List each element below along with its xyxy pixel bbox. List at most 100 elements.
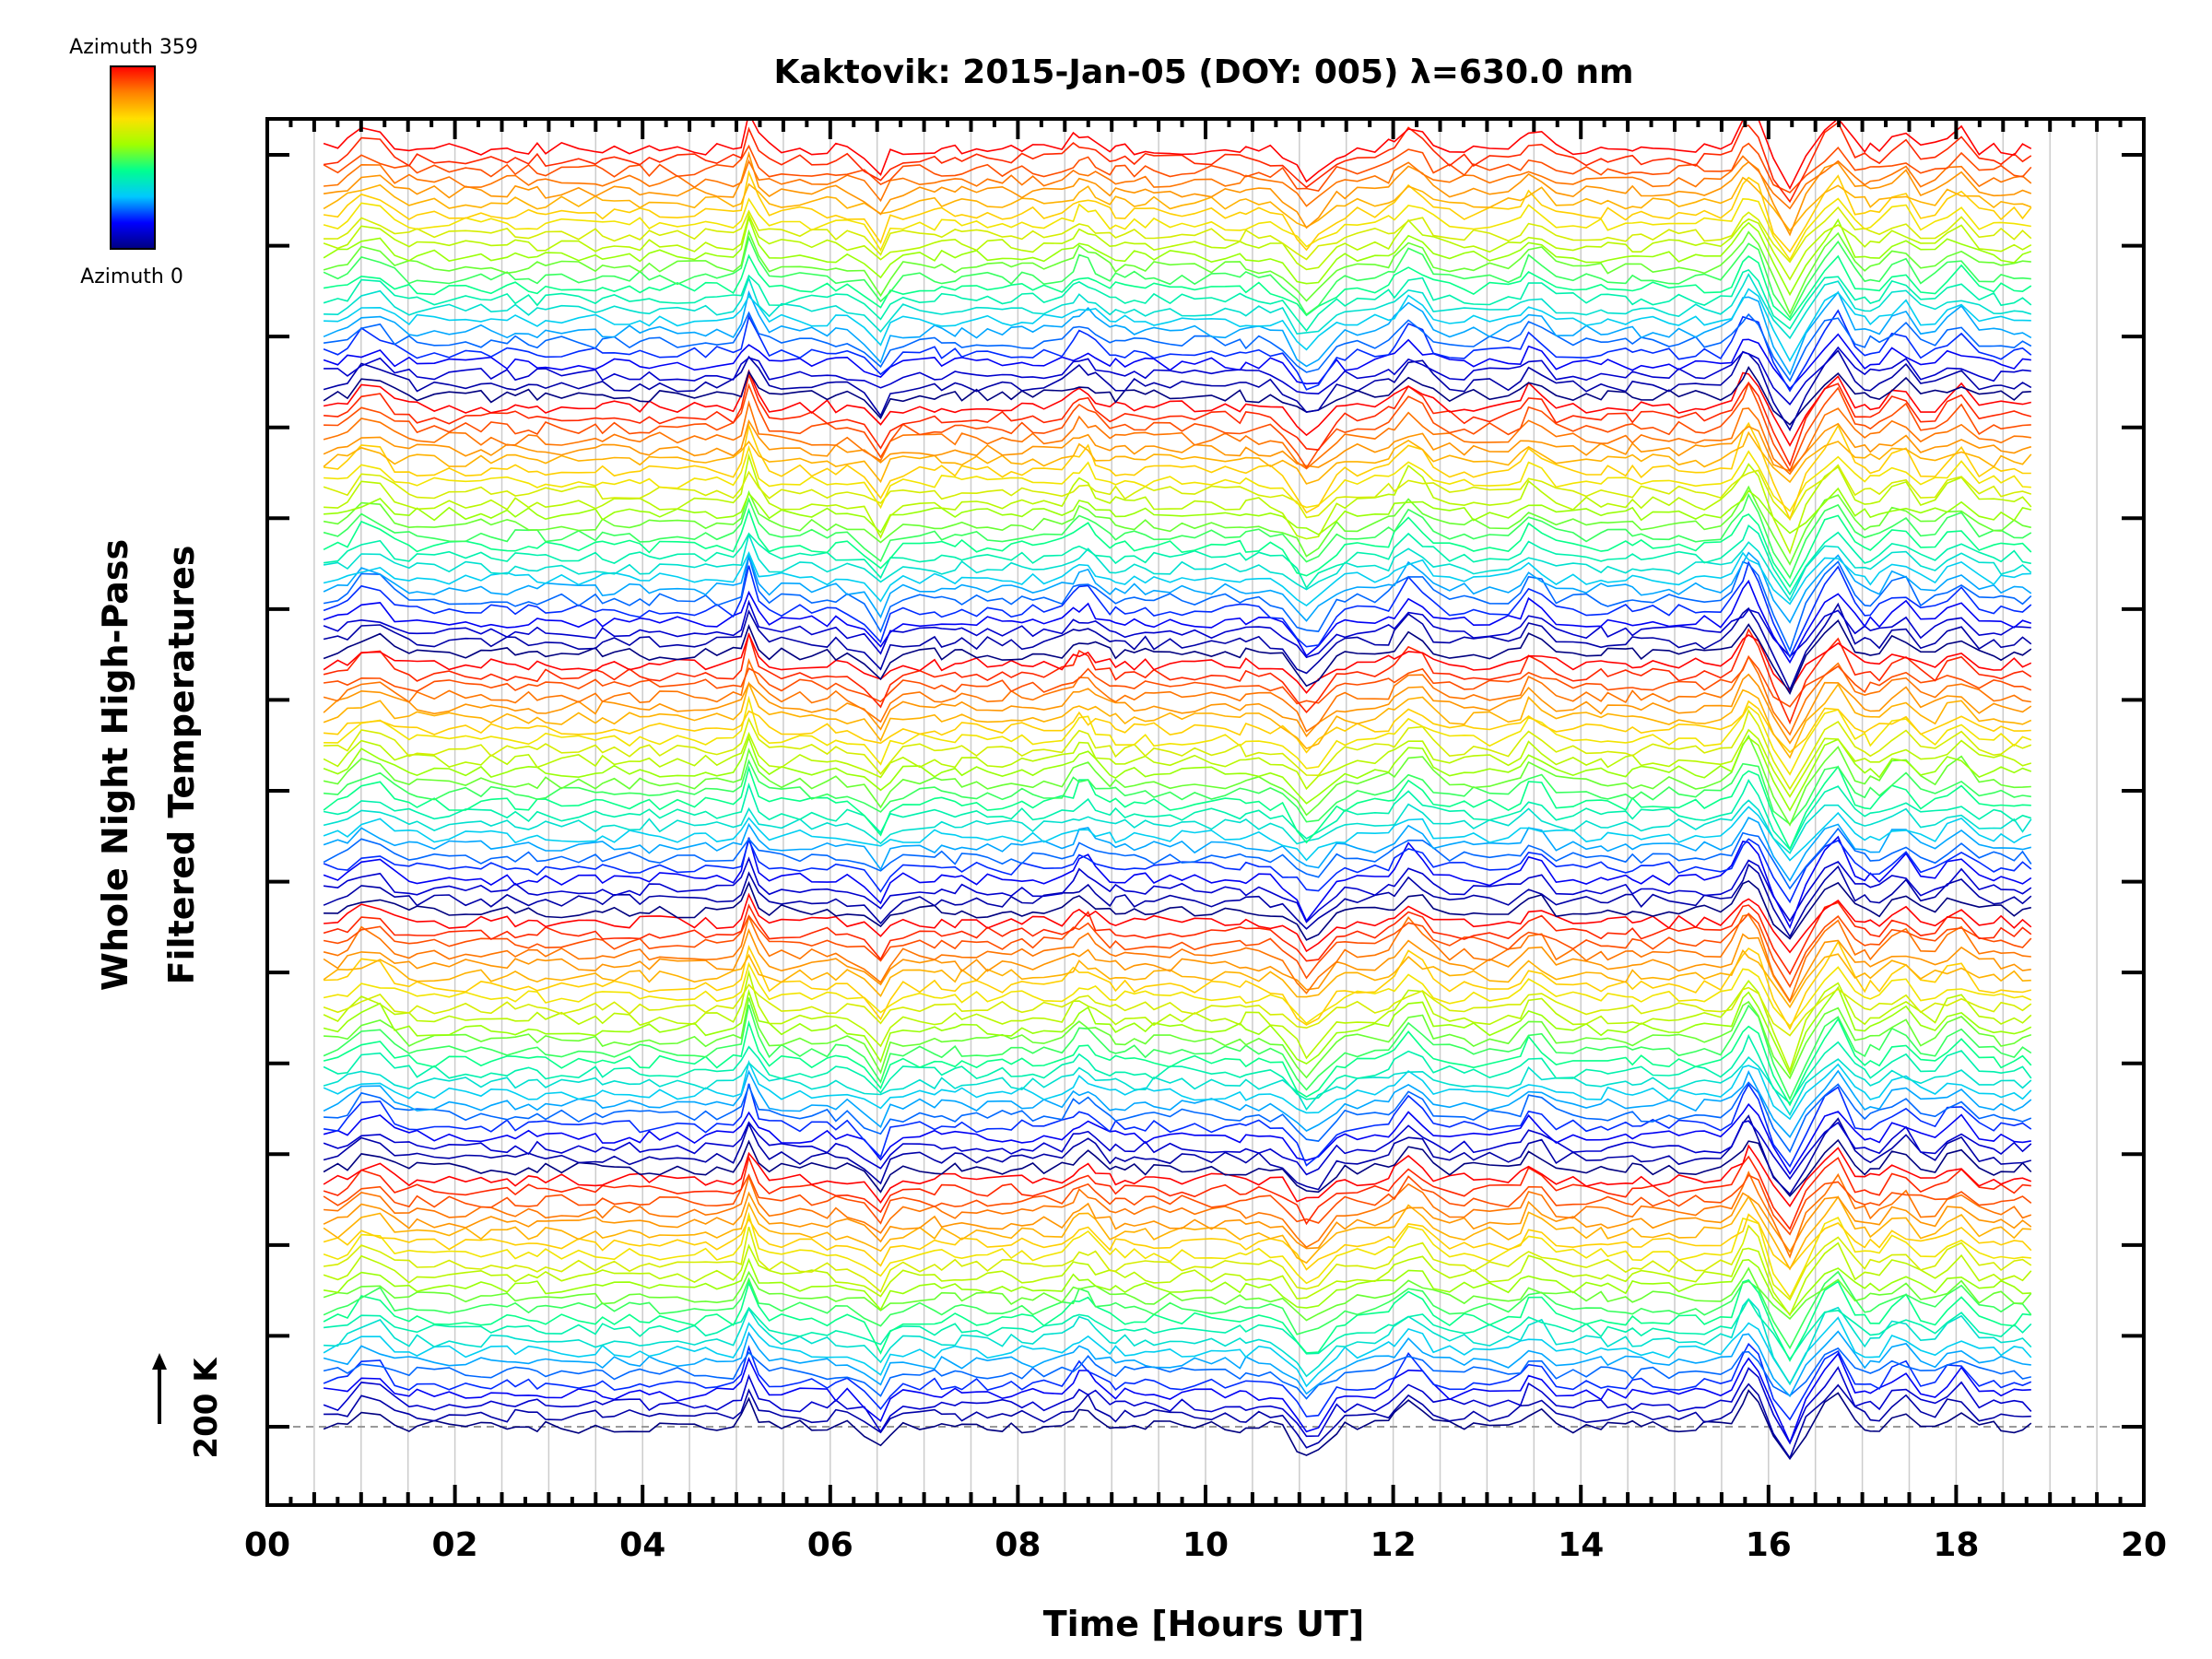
series-line: [323, 1266, 2032, 1322]
series-line: [324, 997, 2032, 1080]
x-tick-label: 08: [994, 1526, 1041, 1564]
series-line: [323, 1389, 2032, 1461]
series-line: [323, 735, 2032, 812]
chart-title: Kaktovik: 2015-Jan-05 (DOY: 005) λ=630.0…: [774, 53, 1634, 91]
series-line: [323, 806, 2032, 862]
series-line: [323, 1257, 2031, 1316]
series-line: [324, 1382, 2031, 1460]
series-line: [323, 948, 2031, 1009]
series-line: [323, 333, 2031, 391]
series-line: [323, 817, 2031, 882]
series-line: [324, 879, 2031, 941]
series-line: [323, 1316, 2032, 1388]
series-line: [323, 856, 2032, 924]
series-line: [323, 253, 2032, 322]
series-line: [323, 268, 2032, 333]
series-line: [324, 892, 2032, 954]
series-line: [323, 1056, 2032, 1116]
series-line: [323, 1004, 2032, 1101]
x-tick-label: 16: [1746, 1526, 1792, 1564]
series-line: [323, 235, 2031, 319]
colorbar-gradient: [110, 65, 156, 250]
series-line: [323, 599, 2031, 659]
series-line: [324, 709, 2032, 791]
series-line: [323, 628, 2032, 725]
series-line: [323, 551, 2032, 624]
series-line: [323, 170, 2032, 253]
series-line: [324, 371, 2032, 467]
series-line: [323, 1059, 2032, 1121]
series-line: [323, 1120, 2032, 1181]
series-line: [323, 1224, 2032, 1301]
series-line: [323, 1033, 2032, 1105]
x-axis-tick-labels: 00 02 04 06 08 10 12 14 16 18 20: [244, 1526, 2167, 1564]
series-line: [323, 524, 2031, 596]
series-line: [323, 1018, 2032, 1107]
scale-marker: 200 K: [152, 1353, 225, 1459]
series-line: [323, 983, 2032, 1037]
series-line: [324, 272, 2032, 340]
series-line: [323, 1138, 2032, 1197]
series-line: [323, 631, 2032, 694]
series-line: [323, 838, 2032, 904]
series-line: [323, 799, 2032, 854]
series-line: [323, 311, 2032, 382]
series-line: [323, 560, 2032, 659]
series-line: [324, 453, 2032, 555]
series-line: [323, 399, 2031, 476]
series-line: [323, 1347, 2031, 1400]
x-axis-ticks: [265, 119, 2146, 1505]
series-line: [324, 381, 2031, 473]
series-line: [323, 1342, 2032, 1421]
series-line: [323, 550, 2031, 606]
series-line: [323, 309, 2032, 393]
series-line: [324, 346, 2031, 406]
series-line: [324, 444, 2031, 512]
series-line: [323, 464, 2032, 521]
series-line: [323, 369, 2031, 447]
series-line: [323, 912, 2032, 989]
temperature-series: [323, 119, 2032, 1461]
series-line: [323, 1173, 2032, 1236]
x-tick-label: 14: [1558, 1526, 1604, 1564]
series-line: [323, 421, 2031, 522]
series-line: [323, 1213, 2032, 1271]
series-line: [323, 1241, 2032, 1317]
series-line: [323, 835, 2032, 930]
series-line: [323, 1102, 2031, 1175]
series-line: [323, 229, 2031, 315]
series-line: [323, 1191, 2032, 1253]
series-line: [323, 1278, 2031, 1362]
series-line: [323, 765, 2031, 851]
series-line: [323, 430, 2032, 485]
series-line: [324, 1298, 2032, 1386]
colorbar-top-label: Azimuth 359: [69, 36, 198, 59]
series-line: [323, 927, 2031, 1004]
series-line: [323, 913, 2031, 1003]
scale-marker-label: 200 K: [188, 1357, 225, 1459]
series-line: [324, 940, 2031, 1030]
series-line: [323, 508, 2032, 589]
series-line: [323, 119, 2032, 190]
x-tick-label: 06: [807, 1526, 853, 1564]
series-line: [323, 901, 2032, 976]
series-line: [323, 1270, 2032, 1350]
series-line: [323, 492, 2032, 580]
series-line: [323, 969, 2032, 1073]
series-line: [323, 418, 2032, 473]
x-tick-label: 10: [1182, 1526, 1229, 1564]
series-line: [324, 487, 2031, 535]
series-line: [323, 1366, 2032, 1445]
series-line: [323, 863, 2032, 938]
series-line: [323, 1144, 2032, 1207]
series-line: [323, 779, 2032, 852]
y-axis-label-line2: Filtered Temperatures: [161, 546, 202, 985]
series-line: [323, 213, 2032, 281]
series-line: [324, 288, 2031, 362]
x-tick-label: 18: [1933, 1526, 1979, 1564]
series-line: [324, 206, 2032, 264]
series-line: [323, 602, 2032, 692]
series-line: [323, 215, 2032, 297]
series-line: [323, 197, 2031, 262]
series-line: [324, 1081, 2032, 1154]
